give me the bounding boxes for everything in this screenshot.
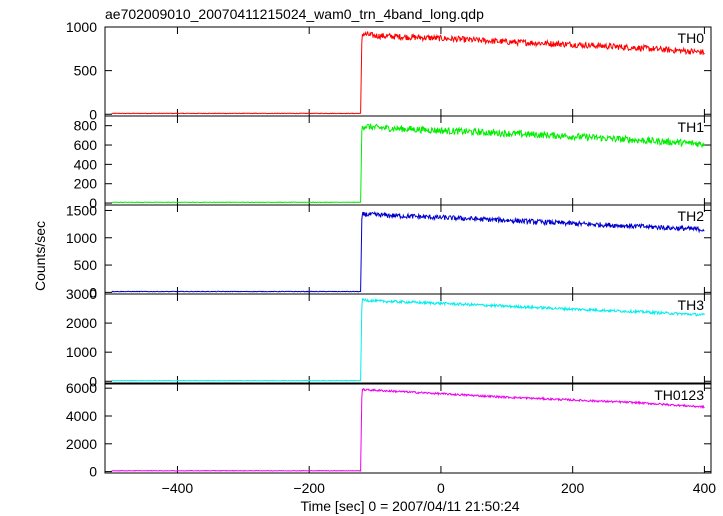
panel-th0: 0 500 1000 TH0 [66, 19, 712, 122]
panels: 0 500 1000 TH0 0 200 400 600 800 TH1 0 500 1000 1500 T… [66, 19, 712, 480]
panel-frame [104, 204, 712, 295]
x-axis-label: Time [sec] 0 = 2007/04/11 21:50:24 [300, 498, 519, 514]
y-tick-label: 1000 [66, 19, 97, 35]
y-tick-label: 1000 [66, 230, 97, 246]
series-line-th1 [111, 123, 705, 204]
panel-label: TH2 [678, 208, 705, 224]
x-tick-label: 400 [693, 480, 717, 496]
y-tick-label: 500 [74, 63, 98, 79]
y-tick-label: 6000 [66, 380, 97, 396]
series-line-th0 [111, 30, 705, 115]
y-tick-label: 200 [74, 176, 98, 192]
y-tick-label: 0 [89, 106, 97, 122]
y-tick-label: 1000 [66, 344, 97, 360]
panel-label: TH3 [678, 297, 705, 313]
series-line-th2 [111, 210, 705, 293]
x-tick-label: 0 [437, 480, 445, 496]
panel-frame [104, 383, 712, 474]
panel-label: TH1 [678, 119, 705, 135]
panel-th2: 0 500 1000 1500 TH2 [66, 202, 712, 300]
panel-label: TH0 [678, 30, 705, 46]
x-tick-label: −200 [293, 480, 325, 496]
series-line-th3 [111, 297, 705, 382]
y-tick-label: 500 [74, 257, 98, 273]
y-tick-label: 0 [89, 464, 97, 480]
y-tick-label: 600 [74, 137, 98, 153]
panel-label: TH0123 [654, 387, 704, 403]
y-tick-label: 1500 [66, 202, 97, 218]
y-tick-label: 2000 [66, 315, 97, 331]
panel-th3: 0 1000 2000 3000 TH3 [66, 286, 712, 389]
y-tick-label: 2000 [66, 436, 97, 452]
x-tick-label: 200 [561, 480, 585, 496]
panel-th1: 0 200 400 600 800 TH1 [74, 115, 712, 211]
panel-th0123: 0 2000 4000 6000 TH0123 [66, 380, 712, 480]
x-tick-label: −400 [162, 480, 194, 496]
y-tick-label: 400 [74, 156, 98, 172]
y-tick-label: 0 [89, 284, 97, 300]
y-tick-label: 0 [89, 195, 97, 211]
panel-frame [104, 26, 712, 117]
y-axis-label: Counts/sec [32, 221, 48, 291]
y-tick-label: 800 [74, 118, 98, 134]
panel-frame [104, 293, 712, 384]
y-tick-label: 4000 [66, 408, 97, 424]
series-line-th0123 [111, 388, 705, 472]
y-tick-label: 3000 [66, 286, 97, 302]
x-axis: −400 −200 0 200 400 [162, 480, 717, 496]
chart-title: ae702009010_20070411215024_wam0_trn_4ban… [105, 6, 484, 22]
y-tick-label: 0 [89, 373, 97, 389]
